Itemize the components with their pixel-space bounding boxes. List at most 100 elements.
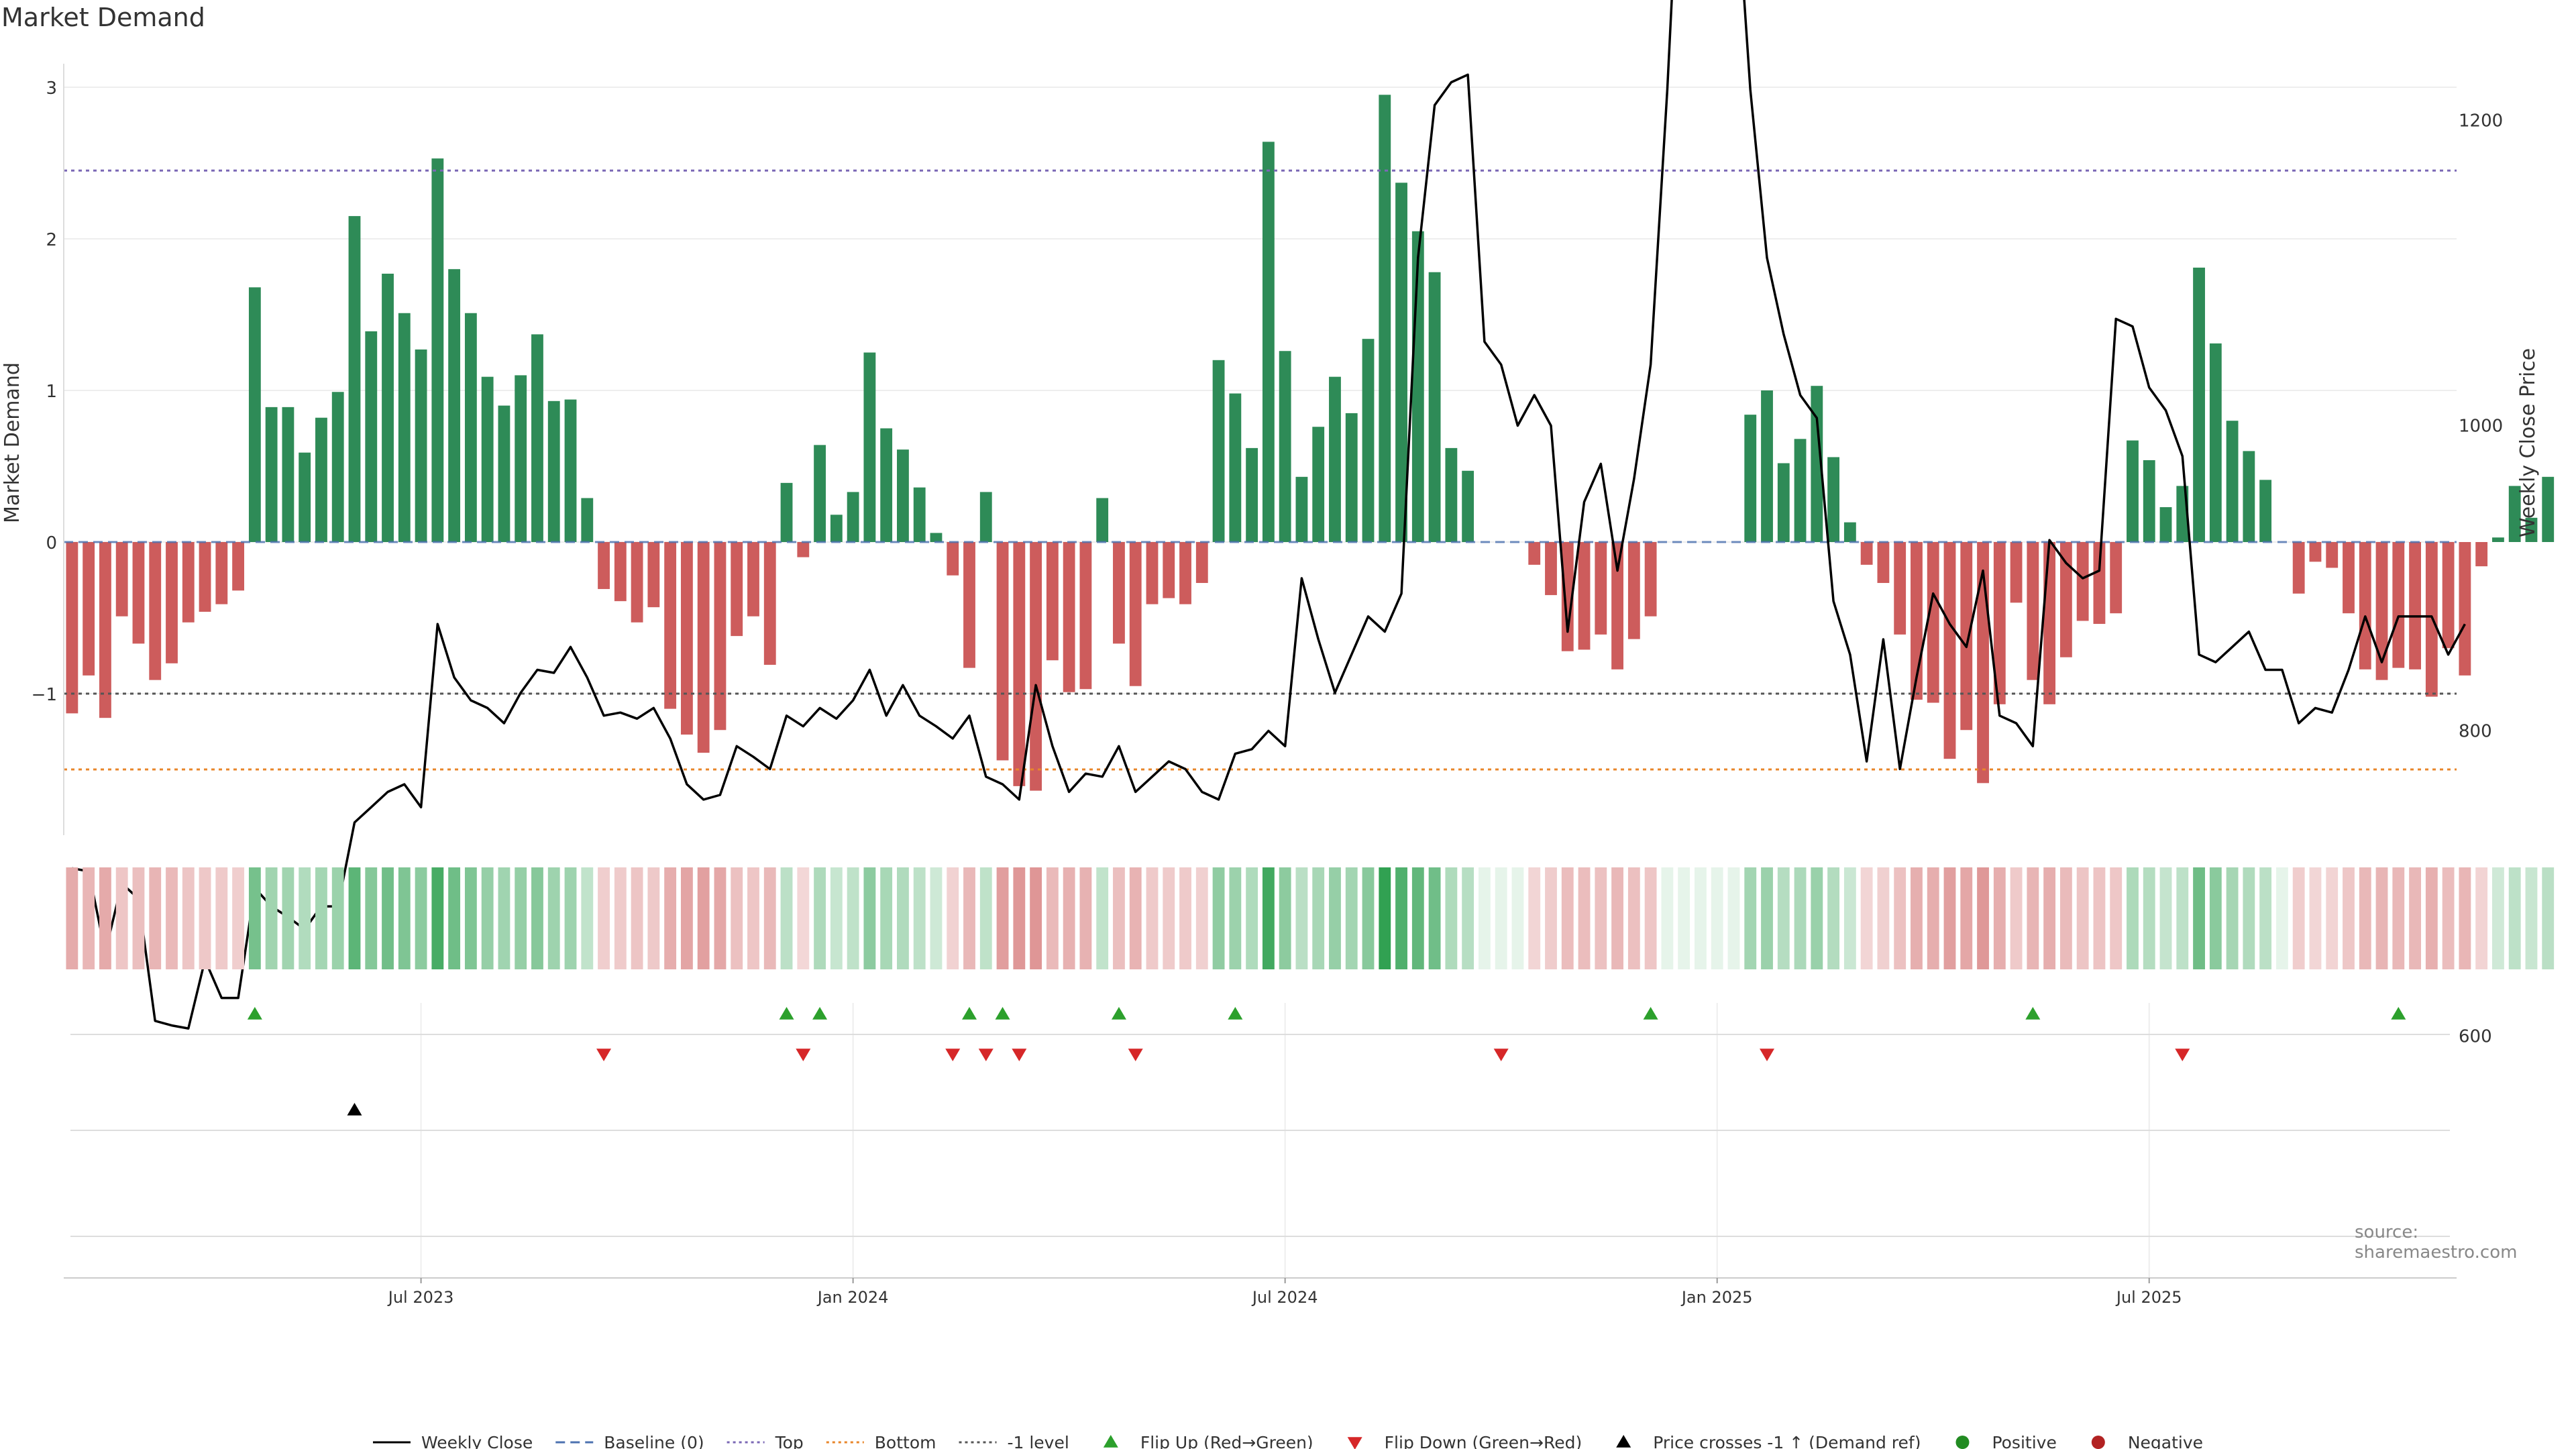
heat-cell: [331, 867, 344, 969]
heat-cell: [1744, 867, 1757, 969]
heat-cell: [797, 867, 810, 969]
heat-cell: [2343, 867, 2355, 969]
demand-bar-positive: [1229, 393, 1242, 542]
heat-cell: [1528, 867, 1541, 969]
heat-cell: [199, 867, 211, 969]
demand-bar-positive: [382, 273, 394, 542]
demand-bar-negative: [2076, 542, 2089, 621]
legend-label: Flip Down (Green→Red): [1385, 1433, 1582, 1449]
heat-cell: [115, 867, 128, 969]
heat-cell: [2475, 867, 2488, 969]
demand-bar-positive: [431, 158, 444, 543]
heat-cell: [2359, 867, 2371, 969]
heat-cell: [83, 867, 95, 969]
demand-bar-positive: [547, 400, 560, 542]
demand-bar-positive: [248, 287, 261, 542]
heat-cell: [1411, 867, 1424, 969]
demand-bar-negative: [797, 542, 810, 557]
y-tick-label: 0: [46, 533, 57, 553]
chart-title: Market Demand: [1, 3, 205, 32]
heat-cell: [2425, 867, 2438, 969]
demand-bar-positive: [1811, 386, 1823, 542]
heat-cell: [1046, 867, 1059, 969]
demand-bar-positive: [398, 313, 411, 542]
x-tick-label: Jul 2023: [387, 1288, 454, 1307]
demand-bar-positive: [880, 428, 893, 542]
legend-label: Positive: [1992, 1433, 2056, 1449]
demand-bar-negative: [1179, 542, 1191, 604]
demand-bar-positive: [265, 407, 278, 542]
heat-cell: [1827, 867, 1840, 969]
demand-bar-positive: [1096, 498, 1109, 542]
demand-bar-positive: [282, 407, 294, 542]
flip-up-marker: [779, 1007, 794, 1020]
heat-cell: [1578, 867, 1591, 969]
flip-down-marker: [945, 1049, 961, 1061]
heat-cell: [598, 867, 610, 969]
y2-axis-label: Weekly Close Price: [2516, 348, 2540, 537]
demand-bar-negative: [2043, 542, 2056, 704]
heat-cell: [365, 867, 378, 969]
legend-label: Flip Up (Red→Green): [1140, 1433, 1313, 1449]
legend-label: Price crosses -1 ↑ (Demand ref): [1653, 1433, 1921, 1449]
demand-bar-positive: [1395, 182, 1407, 542]
flip-down-marker: [596, 1049, 612, 1061]
demand-bar-positive: [2259, 480, 2272, 542]
heat-cell: [1761, 867, 1773, 969]
demand-bar-negative: [1644, 542, 1657, 616]
demand-bar-positive: [1428, 272, 1441, 542]
heat-cell: [763, 867, 776, 969]
legend-label: Baseline (0): [604, 1433, 704, 1449]
heat-cell: [680, 867, 693, 969]
flip-up-marker: [1111, 1007, 1126, 1020]
heat-cell: [1246, 867, 1258, 969]
heat-cell: [2392, 867, 2405, 969]
demand-bar-negative: [2392, 542, 2405, 668]
flip-up-marker: [995, 1007, 1010, 1020]
demand-bar-negative: [1129, 542, 1142, 686]
heat-cell: [1561, 867, 1574, 969]
heat-cell: [166, 867, 178, 969]
heat-cell: [913, 867, 926, 969]
heat-cell: [996, 867, 1009, 969]
demand-bar-negative: [2409, 542, 2421, 669]
heat-cell: [481, 867, 494, 969]
heat-cell: [1495, 867, 1507, 969]
heat-cell: [2093, 867, 2106, 969]
heat-cell: [1345, 867, 1358, 969]
heat-cell: [1611, 867, 1623, 969]
demand-bar-negative: [232, 542, 245, 591]
demand-bar-positive: [1379, 95, 1391, 543]
demand-bar-negative: [199, 542, 211, 612]
legend-item: Top: [727, 1433, 804, 1449]
flip-down-marker: [2175, 1049, 2190, 1061]
flip-down-marker: [1128, 1049, 1143, 1061]
demand-bar-positive: [1462, 470, 1474, 542]
demand-bar-negative: [1030, 542, 1042, 791]
heat-cell: [1960, 867, 1973, 969]
heat-cell: [847, 867, 859, 969]
heat-cell: [1195, 867, 1208, 969]
demand-bar-negative: [2375, 542, 2388, 680]
heat-cell: [1462, 867, 1474, 969]
demand-bar-positive: [979, 492, 992, 542]
heat-cell: [1262, 867, 1275, 969]
demand-bar-negative: [697, 542, 710, 753]
heat-cell: [1229, 867, 1242, 969]
demand-bar-positive: [1312, 427, 1325, 542]
heat-cell: [1063, 867, 1075, 969]
heat-cell: [282, 867, 294, 969]
heat-cell: [631, 867, 643, 969]
demand-bar-positive: [930, 533, 943, 542]
flip-up-marker: [962, 1007, 977, 1020]
demand-bar-negative: [1960, 542, 1973, 731]
heat-cell: [498, 867, 511, 969]
heat-cell: [99, 867, 111, 969]
demand-bar-negative: [747, 542, 759, 616]
demand-bar-negative: [1927, 542, 1939, 703]
demand-bar-negative: [115, 542, 128, 616]
demand-bar-positive: [1295, 476, 1308, 542]
heat-cell: [1843, 867, 1856, 969]
heat-cell: [1079, 867, 1092, 969]
demand-bar-positive: [1794, 439, 1807, 542]
